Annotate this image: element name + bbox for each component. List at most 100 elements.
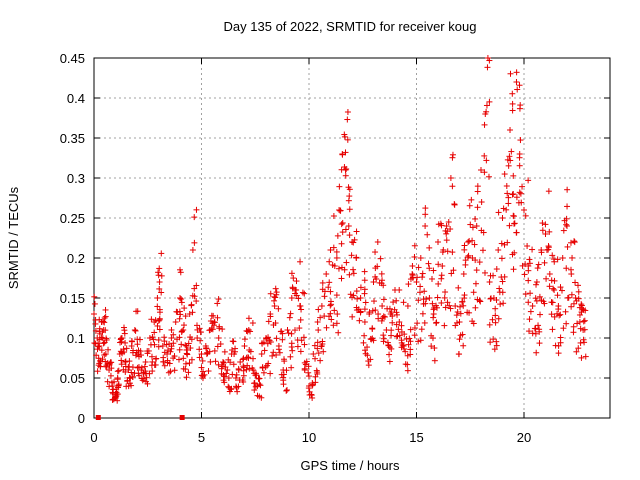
data-point	[341, 131, 348, 138]
data-point	[225, 383, 232, 390]
data-point	[349, 313, 356, 320]
data-point	[318, 303, 325, 309]
data-point	[455, 284, 462, 291]
data-point	[560, 227, 567, 234]
data-point	[259, 364, 266, 371]
data-point	[444, 299, 451, 306]
data-point	[267, 290, 274, 297]
data-point	[346, 186, 353, 193]
data-point	[493, 342, 500, 349]
data-point	[269, 352, 276, 359]
data-point	[353, 288, 360, 295]
data-point	[426, 295, 433, 301]
data-point	[545, 188, 552, 195]
data-point	[416, 289, 423, 296]
data-point	[144, 350, 151, 357]
data-point	[149, 333, 156, 340]
data-point	[369, 307, 376, 314]
data-point	[525, 299, 532, 306]
data-point	[356, 317, 363, 324]
data-point	[474, 183, 481, 190]
data-point	[421, 288, 428, 295]
data-point	[237, 359, 244, 365]
data-point	[493, 266, 500, 273]
data-point	[389, 313, 396, 320]
data-point	[568, 271, 575, 277]
data-point	[525, 177, 532, 184]
data-point	[158, 289, 165, 296]
data-point	[525, 267, 532, 274]
data-point	[314, 319, 321, 325]
data-point	[305, 369, 312, 376]
data-point	[326, 258, 333, 265]
data-point	[164, 347, 171, 354]
data-point	[438, 222, 445, 229]
data-point	[179, 328, 186, 335]
data-point	[158, 250, 165, 257]
data-point	[478, 199, 485, 206]
data-point	[290, 275, 297, 282]
data-point	[280, 377, 287, 384]
data-point	[330, 244, 337, 251]
data-point	[131, 327, 138, 333]
data-point	[353, 307, 360, 314]
data-point	[197, 329, 204, 336]
data-point	[191, 214, 198, 221]
y-tick-label: 0.3	[67, 171, 85, 186]
data-point	[513, 229, 520, 236]
data-point	[126, 374, 133, 381]
data-point	[564, 294, 571, 301]
y-tick-label: 0.05	[60, 371, 85, 386]
data-point	[267, 370, 274, 377]
data-point	[571, 239, 578, 246]
data-point	[447, 305, 454, 312]
data-point	[361, 306, 368, 313]
data-point	[305, 373, 312, 380]
data-point	[422, 211, 429, 218]
data-point	[386, 351, 393, 358]
data-point	[136, 336, 143, 343]
data-point	[241, 336, 248, 343]
data-point	[119, 350, 126, 357]
data-point	[417, 255, 424, 261]
data-point	[404, 303, 411, 309]
data-point	[516, 82, 523, 89]
data-point	[428, 275, 435, 282]
data-point	[158, 272, 165, 279]
data-point	[277, 328, 284, 335]
data-point	[453, 319, 460, 326]
data-point	[551, 287, 558, 293]
data-point	[223, 370, 230, 377]
data-point	[347, 291, 354, 298]
data-point	[232, 348, 239, 355]
y-tick-label: 0.4	[67, 91, 85, 106]
data-point	[560, 325, 567, 332]
data-point	[267, 313, 274, 320]
data-point	[292, 327, 299, 334]
data-point	[155, 343, 162, 350]
data-point	[504, 239, 511, 246]
data-point	[500, 300, 507, 307]
data-point	[546, 283, 553, 290]
data-point	[389, 319, 396, 326]
data-point	[388, 327, 395, 334]
data-point	[578, 302, 585, 309]
data-point	[417, 337, 424, 344]
data-point	[317, 314, 324, 321]
data-point	[449, 249, 456, 256]
data-point	[486, 321, 493, 328]
data-point	[557, 284, 564, 291]
data-point	[188, 356, 195, 363]
data-point	[415, 264, 422, 271]
data-point	[293, 287, 300, 293]
data-point	[108, 359, 115, 366]
data-point	[128, 369, 135, 376]
data-point	[156, 279, 163, 285]
data-point	[370, 279, 377, 285]
data-point	[105, 346, 112, 353]
data-point	[479, 247, 486, 254]
data-point	[361, 268, 368, 275]
data-point	[108, 365, 115, 372]
zero-data-point	[179, 415, 185, 420]
